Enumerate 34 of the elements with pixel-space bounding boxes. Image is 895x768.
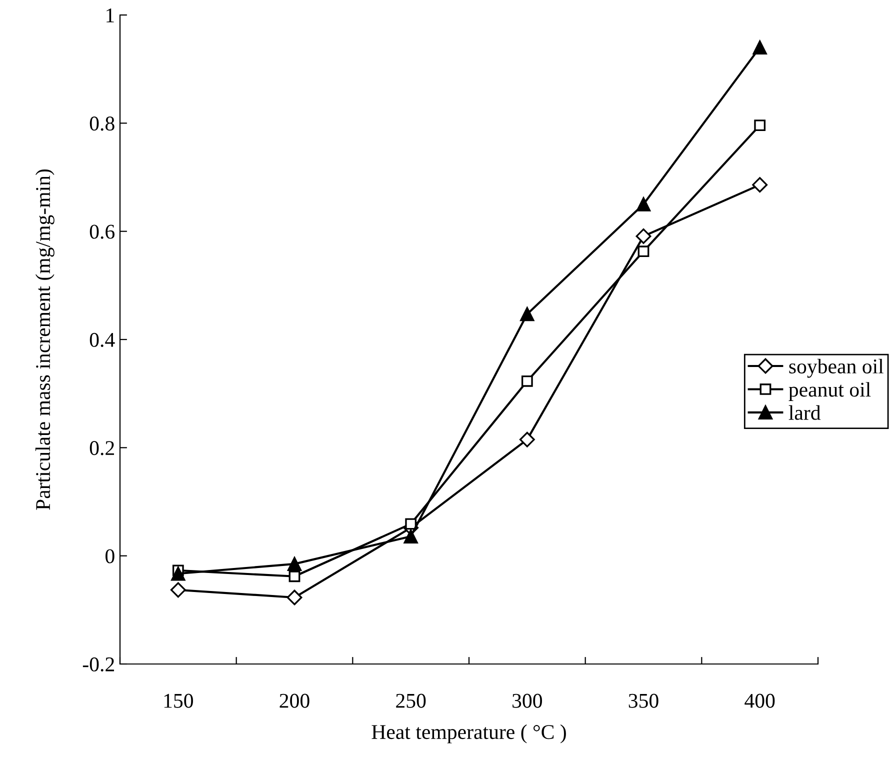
y-tick-label: 1: [106, 8, 114, 22]
point: [288, 570, 300, 582]
point: [286, 590, 302, 606]
point: [752, 177, 768, 193]
point: [521, 375, 533, 387]
x-tick-label: 200: [280, 694, 310, 708]
y-tick-label: 0.2: [90, 441, 114, 456]
point: [520, 306, 534, 322]
y-tick-label: 0.6: [90, 224, 115, 239]
point: [405, 518, 417, 530]
point: [754, 120, 766, 132]
point: [636, 197, 651, 212]
legend-label: soybean oil: [789, 358, 884, 378]
x-tick-label: 400: [744, 694, 775, 708]
x-tick-label: 250: [396, 694, 426, 708]
y-tick-label: 0.8: [90, 116, 114, 131]
x-tick-label: 300: [512, 694, 542, 708]
legend-label: peanut oil: [788, 382, 871, 401]
y-tick-label: -0.2: [82, 657, 114, 672]
x-axis-title: Heat temperature ( °C ): [372, 724, 566, 744]
x-tick-label: 150: [164, 694, 193, 708]
point: [287, 556, 302, 572]
point: [638, 246, 650, 258]
point: [752, 40, 767, 55]
point: [170, 582, 186, 598]
point: [519, 432, 535, 448]
x-tick-label: 350: [628, 694, 658, 708]
point: [636, 228, 652, 244]
y-axis-title: Particulate mass increment (mg/mg-min): [35, 169, 54, 510]
point: [171, 566, 186, 581]
y-tick-label: 0: [106, 549, 114, 564]
legend-label: lard: [788, 405, 821, 420]
y-tick-label: 0.4: [90, 332, 115, 348]
point: [404, 529, 418, 544]
